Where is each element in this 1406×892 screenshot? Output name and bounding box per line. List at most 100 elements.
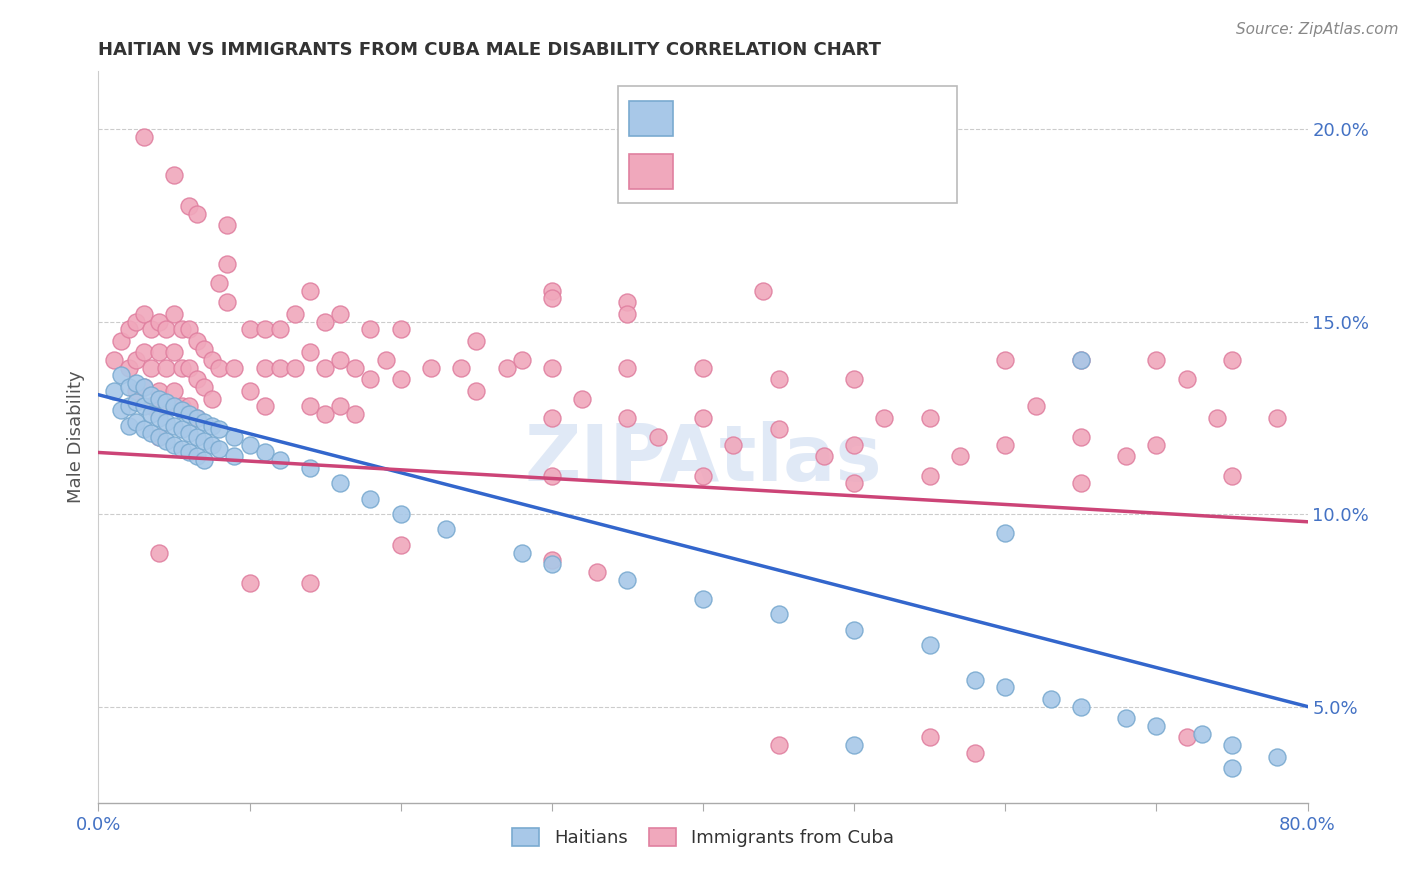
- Point: [299, 284, 322, 298]
- Legend: Haitians, Immigrants from Cuba: Haitians, Immigrants from Cuba: [503, 819, 903, 856]
- Point: [768, 738, 790, 752]
- Point: [110, 368, 132, 383]
- Point: [148, 545, 170, 559]
- Point: [179, 426, 201, 441]
- Point: [918, 638, 941, 652]
- Point: [170, 399, 193, 413]
- Point: [110, 403, 132, 417]
- Point: [586, 565, 609, 579]
- Point: [208, 442, 231, 456]
- Point: [155, 399, 177, 413]
- Point: [179, 199, 201, 213]
- Point: [329, 476, 352, 491]
- Point: [125, 315, 148, 329]
- Point: [752, 284, 775, 298]
- Point: [148, 430, 170, 444]
- Point: [616, 307, 638, 321]
- Point: [186, 372, 208, 386]
- Point: [163, 399, 186, 413]
- Point: [208, 422, 231, 436]
- Point: [148, 410, 170, 425]
- Point: [965, 673, 987, 687]
- Point: [269, 360, 291, 375]
- Point: [239, 384, 262, 398]
- Point: [1267, 749, 1289, 764]
- Point: [813, 450, 835, 464]
- Point: [844, 623, 866, 637]
- Point: [118, 418, 141, 433]
- Point: [540, 292, 562, 306]
- Point: [768, 422, 790, 436]
- Point: [344, 407, 367, 421]
- Point: [148, 430, 170, 444]
- Point: [125, 395, 148, 409]
- Point: [201, 418, 224, 433]
- Point: [170, 360, 193, 375]
- Point: [1206, 410, 1229, 425]
- Point: [434, 523, 457, 537]
- Point: [495, 360, 517, 375]
- Point: [844, 372, 866, 386]
- Point: [329, 307, 352, 321]
- Point: [163, 169, 186, 183]
- Point: [201, 438, 224, 452]
- Point: [299, 461, 322, 475]
- Point: [314, 407, 336, 421]
- Point: [163, 384, 186, 398]
- Point: [132, 345, 155, 359]
- Point: [125, 384, 148, 398]
- Point: [299, 576, 322, 591]
- Point: [768, 607, 790, 622]
- Point: [193, 434, 215, 448]
- Point: [844, 438, 866, 452]
- Point: [253, 445, 276, 459]
- Point: [540, 553, 562, 567]
- Point: [540, 557, 562, 571]
- Point: [201, 353, 224, 368]
- Point: [253, 399, 276, 413]
- Point: [155, 322, 177, 336]
- Point: [1039, 691, 1062, 706]
- Point: [994, 438, 1017, 452]
- Point: [179, 445, 201, 459]
- Point: [148, 392, 170, 406]
- Point: [389, 538, 412, 552]
- Point: [179, 399, 201, 413]
- Point: [1220, 353, 1243, 368]
- Point: [1070, 353, 1092, 368]
- Point: [1070, 476, 1092, 491]
- Point: [148, 345, 170, 359]
- Point: [918, 468, 941, 483]
- Point: [224, 450, 246, 464]
- Point: [994, 681, 1017, 695]
- Point: [616, 410, 638, 425]
- Point: [110, 334, 132, 348]
- Text: ZIPAtlas: ZIPAtlas: [524, 421, 882, 497]
- Point: [193, 380, 215, 394]
- Point: [125, 415, 148, 429]
- Point: [1220, 468, 1243, 483]
- Point: [155, 415, 177, 429]
- Point: [844, 476, 866, 491]
- Point: [239, 438, 262, 452]
- Point: [253, 360, 276, 375]
- Point: [1144, 353, 1167, 368]
- Point: [118, 322, 141, 336]
- Point: [420, 360, 443, 375]
- Point: [918, 410, 941, 425]
- Point: [118, 380, 141, 394]
- Text: HAITIAN VS IMMIGRANTS FROM CUBA MALE DISABILITY CORRELATION CHART: HAITIAN VS IMMIGRANTS FROM CUBA MALE DIS…: [98, 41, 882, 59]
- Point: [844, 738, 866, 752]
- Point: [1191, 726, 1213, 740]
- Point: [224, 360, 246, 375]
- Point: [215, 219, 238, 233]
- Point: [1070, 699, 1092, 714]
- Point: [132, 422, 155, 436]
- Point: [155, 434, 177, 448]
- Point: [224, 430, 246, 444]
- Point: [170, 403, 193, 417]
- Point: [360, 322, 382, 336]
- Point: [118, 360, 141, 375]
- Point: [329, 399, 352, 413]
- Point: [163, 438, 186, 452]
